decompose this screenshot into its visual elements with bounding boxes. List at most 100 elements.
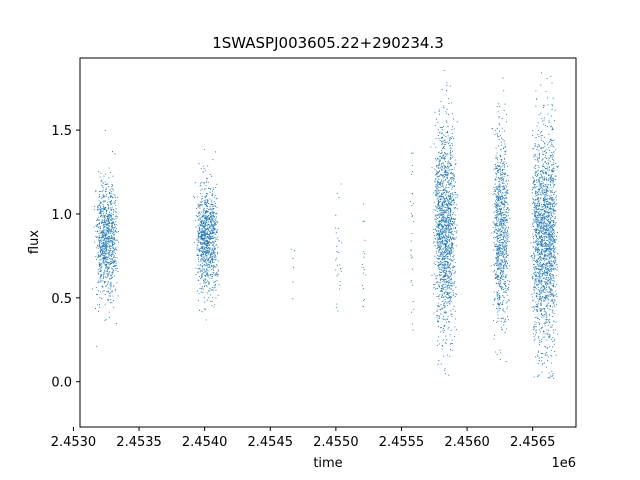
data-point — [211, 227, 213, 229]
data-point — [504, 172, 506, 174]
data-point — [445, 135, 447, 138]
data-point — [496, 203, 498, 205]
data-point — [495, 168, 498, 170]
data-point — [449, 226, 451, 228]
data-point — [496, 159, 499, 161]
data-point — [446, 225, 448, 227]
data-point — [441, 290, 444, 293]
data-point — [449, 258, 452, 260]
data-point — [453, 185, 455, 187]
data-point — [540, 238, 542, 241]
data-point — [111, 255, 113, 257]
data-point — [444, 212, 446, 214]
data-point — [541, 352, 543, 355]
data-point — [544, 252, 546, 254]
data-point — [203, 297, 205, 299]
data-point — [543, 169, 545, 171]
data-point — [97, 311, 100, 313]
data-point — [107, 300, 109, 302]
data-point — [213, 227, 215, 229]
data-point — [110, 232, 112, 235]
data-point — [443, 307, 445, 309]
data-point — [538, 360, 540, 362]
data-point — [445, 245, 447, 248]
data-point — [108, 167, 110, 169]
data-point — [502, 168, 504, 171]
data-point — [200, 235, 202, 237]
data-point — [442, 155, 444, 157]
data-point — [496, 201, 498, 203]
data-point — [101, 242, 103, 244]
data-point — [441, 262, 443, 264]
data-point — [497, 229, 499, 231]
data-point — [504, 188, 506, 190]
data-point — [200, 256, 203, 258]
data-point — [450, 196, 452, 198]
data-point — [204, 200, 206, 202]
data-point — [100, 280, 103, 282]
data-point — [507, 289, 509, 291]
data-point — [501, 211, 504, 213]
data-point — [211, 220, 213, 222]
data-point — [335, 259, 337, 261]
data-point — [114, 215, 117, 217]
data-point — [215, 217, 217, 220]
data-point — [446, 262, 448, 264]
data-point — [98, 244, 100, 246]
data-point — [431, 167, 433, 169]
data-point — [533, 187, 535, 189]
data-point — [445, 281, 448, 283]
data-point — [502, 226, 504, 228]
data-point — [201, 182, 203, 184]
data-point — [542, 243, 544, 245]
data-point — [447, 181, 449, 183]
data-point — [500, 327, 502, 329]
data-point — [492, 319, 494, 321]
data-point — [495, 193, 497, 196]
data-point — [438, 250, 440, 252]
data-point — [451, 173, 453, 175]
data-point — [209, 205, 211, 207]
data-point — [443, 226, 445, 228]
data-point — [502, 222, 504, 224]
data-point — [440, 236, 442, 238]
data-point — [108, 246, 110, 248]
data-point — [444, 373, 447, 375]
data-point — [495, 277, 497, 279]
data-point — [199, 287, 201, 290]
data-point — [213, 213, 215, 215]
data-point — [501, 276, 503, 278]
data-point — [540, 299, 542, 302]
data-point — [531, 276, 533, 278]
data-point — [504, 282, 506, 284]
data-point — [214, 240, 216, 242]
data-point — [539, 257, 541, 259]
data-point — [505, 150, 507, 152]
data-point — [505, 194, 507, 196]
data-point — [454, 272, 456, 274]
data-point — [499, 277, 501, 279]
data-point — [445, 111, 447, 113]
data-point — [101, 184, 103, 186]
data-point — [95, 258, 97, 261]
data-point — [105, 190, 107, 192]
data-point — [216, 236, 218, 238]
data-point — [498, 183, 501, 185]
data-point — [211, 229, 213, 231]
data-point — [204, 232, 207, 234]
data-point — [539, 220, 541, 222]
data-point — [410, 240, 412, 242]
data-point — [107, 196, 109, 199]
data-point — [103, 235, 106, 237]
data-point — [198, 275, 201, 278]
data-point — [212, 224, 214, 227]
data-point — [503, 185, 505, 187]
data-point — [447, 143, 449, 145]
data-point — [449, 215, 452, 217]
data-point — [98, 265, 101, 267]
data-point — [212, 258, 214, 260]
data-point — [100, 190, 102, 193]
data-point — [506, 113, 508, 116]
data-point — [444, 178, 447, 180]
